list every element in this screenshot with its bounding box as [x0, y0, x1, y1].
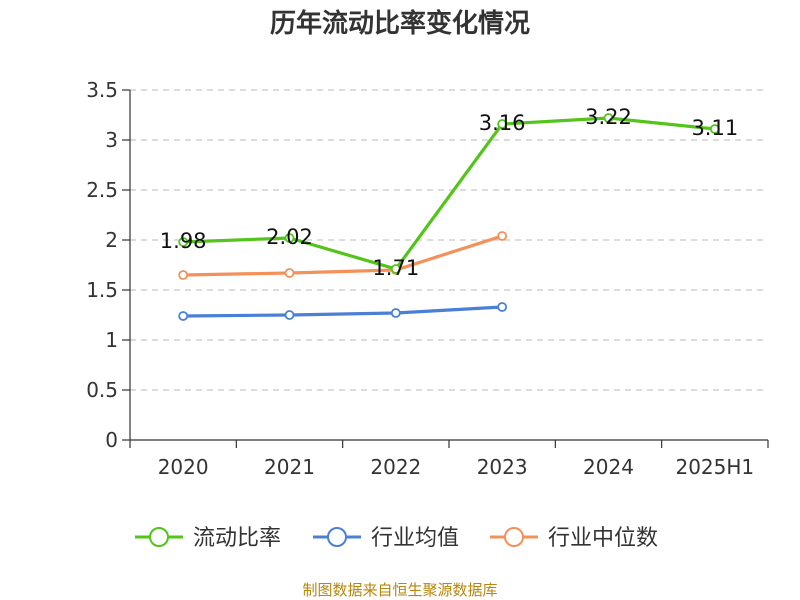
series-line	[183, 305, 503, 318]
data-point[interactable]	[497, 119, 508, 129]
data-label: 3.11	[691, 116, 738, 140]
data-point[interactable]	[178, 311, 189, 321]
grid-lines	[130, 89, 768, 391]
data-point[interactable]	[497, 231, 508, 241]
x-tick-label: 2024	[583, 455, 634, 479]
x-tick-label: 2020	[158, 455, 209, 479]
data-point[interactable]	[390, 308, 401, 318]
x-tick-label: 2021	[264, 455, 315, 479]
chart-title: 历年流动比率变化情况	[270, 8, 530, 39]
legend-marker	[149, 527, 169, 547]
data-label: 3.16	[479, 111, 526, 135]
data-labels: 1.98 2.02 1.71 3.16 3.22 3.11	[160, 105, 738, 280]
legend[interactable]: 流动比率 行业均值 行业中位数	[135, 526, 658, 551]
series-group	[178, 113, 720, 321]
y-tick-label: 3	[105, 128, 118, 152]
y-tick-label: 2	[105, 228, 118, 252]
legend-item[interactable]: 行业中位数	[490, 526, 658, 551]
data-point[interactable]	[284, 268, 295, 278]
y-tick-label: 2.5	[86, 178, 118, 202]
data-point[interactable]	[390, 264, 401, 274]
legend-label: 流动比率	[193, 526, 281, 551]
y-tick-label: 1	[105, 328, 118, 352]
x-axis: 2020 2021 2022 2023 2024 2025H1	[129, 439, 769, 479]
y-tick-label: 0	[105, 428, 118, 452]
data-label: 3.22	[585, 105, 632, 129]
y-axis: 0 0.5 1 1.5 2 2.5 3 3.5	[86, 78, 131, 452]
x-tick-label: 2022	[370, 455, 421, 479]
legend-marker	[327, 527, 347, 547]
legend-marker	[504, 527, 524, 547]
data-point[interactable]	[284, 310, 295, 320]
data-label: 1.98	[160, 229, 207, 253]
y-tick-label: 0.5	[86, 378, 118, 402]
data-point[interactable]	[603, 113, 614, 123]
data-point[interactable]	[497, 302, 508, 312]
legend-item[interactable]: 行业均值	[313, 526, 459, 551]
x-tick-label: 2023	[477, 455, 528, 479]
legend-label: 行业中位数	[548, 526, 658, 551]
data-label: 1.71	[372, 256, 419, 280]
data-point[interactable]	[709, 124, 720, 134]
data-point[interactable]	[284, 233, 295, 243]
series-line	[183, 116, 715, 271]
x-tick-label: 2025H1	[675, 455, 754, 479]
series-line	[183, 234, 503, 277]
data-point[interactable]	[178, 270, 189, 280]
data-label: 2.02	[266, 225, 313, 249]
data-point[interactable]	[178, 237, 189, 247]
legend-label: 行业均值	[371, 526, 459, 551]
y-tick-label: 3.5	[86, 78, 118, 102]
y-tick-label: 1.5	[86, 278, 118, 302]
legend-item[interactable]: 流动比率	[135, 526, 281, 551]
source-note: 制图数据来自恒生聚源数据库	[302, 581, 497, 599]
